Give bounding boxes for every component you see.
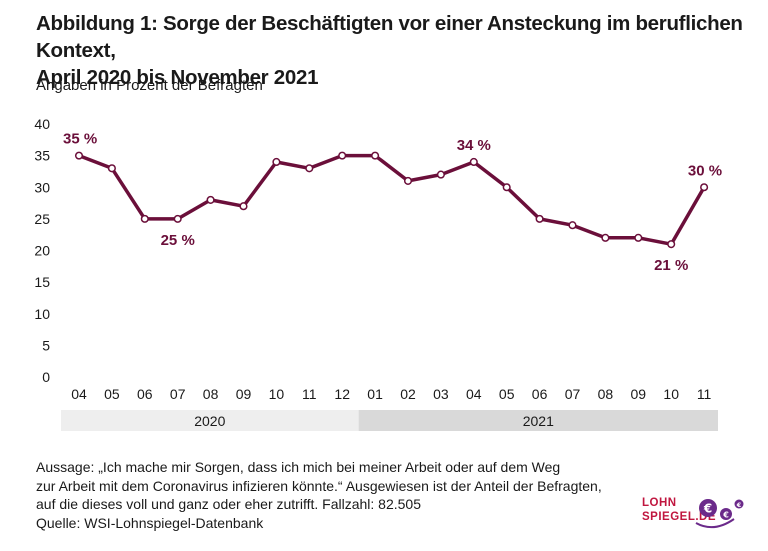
x-tick-label: 11 xyxy=(302,386,317,402)
y-tick-label: 15 xyxy=(34,274,50,290)
data-point xyxy=(469,157,478,166)
logo-coin-small: € xyxy=(736,501,742,509)
logo-text-line-1: LOHN xyxy=(642,497,677,509)
x-tick-label: 09 xyxy=(631,386,647,402)
y-tick-label: 5 xyxy=(42,337,50,353)
y-tick-label: 0 xyxy=(42,369,50,385)
data-label: 34 % xyxy=(457,137,491,154)
data-point xyxy=(107,164,116,173)
x-tick-label: 11 xyxy=(697,386,712,402)
x-tick-label: 03 xyxy=(433,386,449,402)
footnote-line-2: zur Arbeit mit dem Coronavirus infiziere… xyxy=(36,477,602,494)
footnote-source: Quelle: WSI-Lohnspiegel-Datenbank xyxy=(36,514,264,531)
data-label: 25 % xyxy=(161,232,195,249)
logo-text-line-2: SPIEGEL.DE xyxy=(642,511,717,523)
data-point xyxy=(74,151,84,160)
x-tick-label: 10 xyxy=(269,386,285,402)
year-band xyxy=(61,410,359,431)
x-tick-label: 12 xyxy=(334,386,350,402)
x-tick-label: 05 xyxy=(499,386,515,402)
data-point xyxy=(667,240,676,249)
year-label: 2021 xyxy=(523,413,554,429)
y-tick-label: 25 xyxy=(34,211,50,227)
x-tick-label: 04 xyxy=(71,386,87,402)
data-point xyxy=(272,157,281,166)
footnote-line-3: auf die dieses voll und ganz oder eher z… xyxy=(36,496,421,512)
x-tick-label: 07 xyxy=(170,386,186,402)
year-label: 2020 xyxy=(194,413,225,429)
data-point xyxy=(634,233,643,242)
y-tick-label: 10 xyxy=(34,306,50,322)
chart-title-line-1: Abbildung 1: Sorge der Beschäftigten vor… xyxy=(36,12,743,62)
data-point xyxy=(568,221,577,230)
footnote-line-1: Aussage: „Ich mache mir Sorgen, dass ich… xyxy=(36,459,561,475)
data-point xyxy=(140,214,149,223)
data-label: 30 % xyxy=(688,162,722,179)
series-line xyxy=(77,153,706,246)
x-tick-label: 01 xyxy=(367,386,383,402)
data-point xyxy=(371,151,380,160)
y-tick-label: 35 xyxy=(34,148,50,164)
data-point xyxy=(601,233,610,242)
y-tick-label: 30 xyxy=(34,179,50,195)
x-tick-label: 06 xyxy=(532,386,548,402)
data-label: 35 % xyxy=(63,131,97,148)
footnote: Aussage: „Ich mache mir Sorgen, dass ich… xyxy=(36,458,636,532)
chart-subtitle: Angaben in Prozent der Befragten xyxy=(36,77,263,94)
x-tick-label: 10 xyxy=(663,386,679,402)
x-tick-label: 05 xyxy=(104,386,120,402)
data-point xyxy=(206,195,215,204)
x-tick-label: 08 xyxy=(203,386,219,402)
x-tick-label: 07 xyxy=(565,386,581,402)
chart-title-line-2: April 2020 bis November 2021 xyxy=(36,66,319,89)
data-point xyxy=(173,214,182,223)
data-point xyxy=(338,151,347,160)
logo-coin-large: € xyxy=(703,502,712,516)
data-point xyxy=(502,183,511,192)
data-point xyxy=(403,176,413,185)
data-point xyxy=(239,202,248,211)
data-point xyxy=(436,170,445,179)
data-point xyxy=(535,214,544,223)
year-band xyxy=(358,410,718,431)
logo-coin-medium: € xyxy=(722,511,729,520)
x-tick-label: 08 xyxy=(598,386,614,402)
data-label: 21 % xyxy=(654,257,688,274)
data-point xyxy=(700,183,709,192)
logo-coins-icon: € € € xyxy=(695,499,744,529)
x-tick-label: 09 xyxy=(236,386,252,402)
data-point xyxy=(305,164,314,173)
chart-title: Abbildung 1: Sorge der Beschäftigten vor… xyxy=(36,10,756,91)
x-tick-label: 06 xyxy=(137,386,153,402)
y-tick-label: 40 xyxy=(34,116,50,132)
x-tick-label: 02 xyxy=(400,386,416,402)
lohnspiegel-logo: LOHN SPIEGEL.DE € € € xyxy=(638,493,748,533)
y-tick-label: 20 xyxy=(34,243,50,259)
x-tick-label: 04 xyxy=(466,386,482,402)
